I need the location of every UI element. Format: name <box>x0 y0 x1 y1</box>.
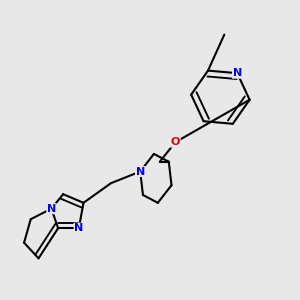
Text: N: N <box>136 167 145 176</box>
Text: N: N <box>47 204 56 214</box>
Text: O: O <box>171 137 180 147</box>
Text: N: N <box>74 223 83 233</box>
Text: N: N <box>232 68 242 78</box>
